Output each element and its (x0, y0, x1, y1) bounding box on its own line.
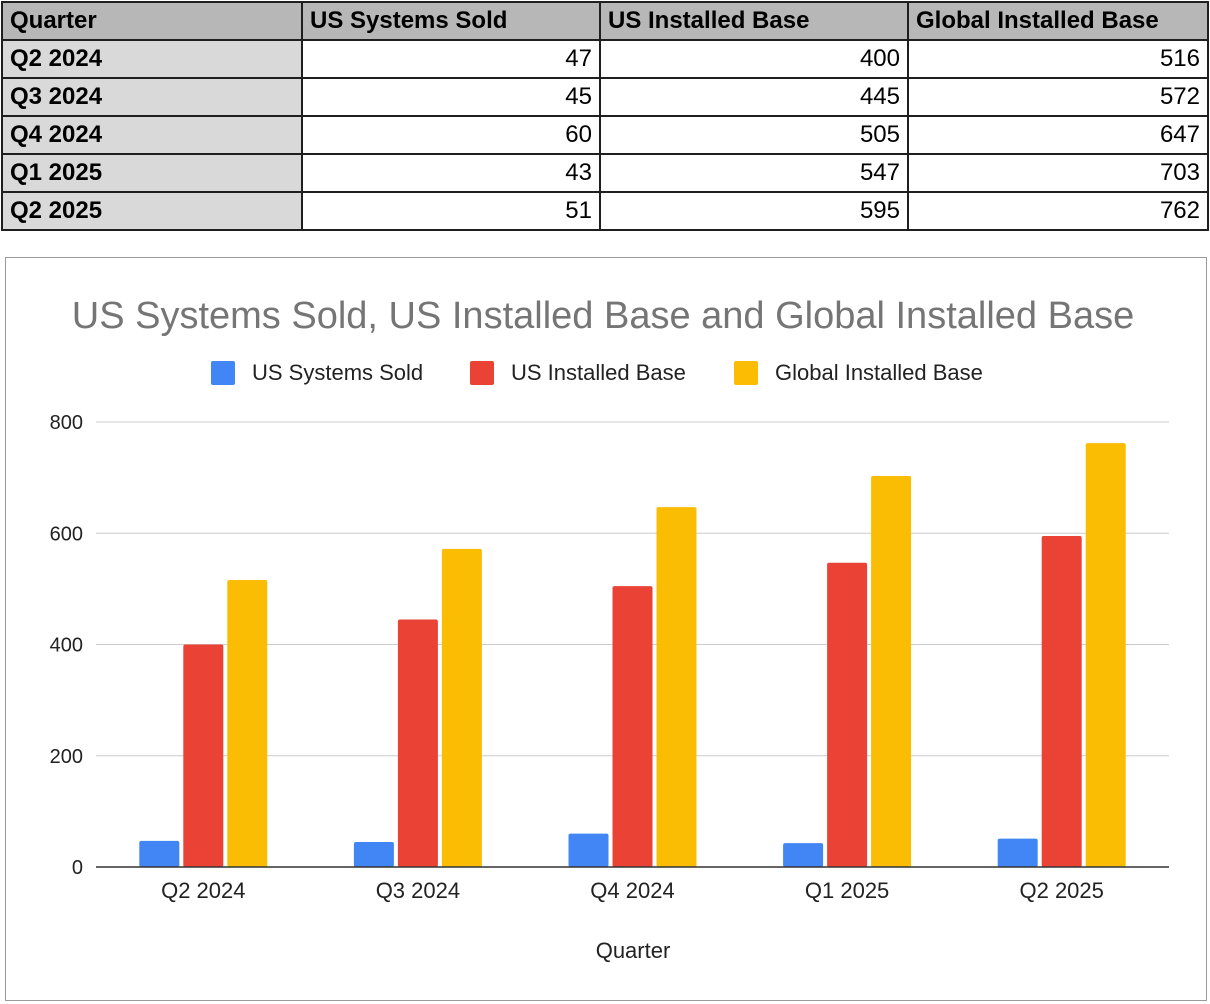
header-quarter[interactable]: Quarter (1, 1, 303, 41)
cell-us-installed-base[interactable]: 505 (599, 115, 909, 155)
cell-quarter[interactable]: Q2 2025 (1, 191, 303, 231)
cell-us-installed-base[interactable]: 400 (599, 39, 909, 79)
bar-global-installed-base-q4-2024[interactable] (656, 507, 697, 867)
cell-us-installed-base[interactable]: 547 (599, 153, 909, 193)
bar-us-systems-sold-q2-2025[interactable] (997, 838, 1038, 867)
bars (96, 443, 1169, 868)
chart-container[interactable]: US Systems Sold, US Installed Base and G… (5, 257, 1207, 1001)
legend-label-global-installed-base[interactable]: Global Installed Base (775, 360, 983, 385)
table-row: Q2 2024 47 400 516 (1, 39, 1209, 79)
cell-quarter[interactable]: Q3 2024 (1, 77, 303, 117)
table-row: Q1 2025 43 547 703 (1, 153, 1209, 193)
y-tick-label: 600 (50, 523, 83, 545)
legend-swatch-us-installed-base (470, 361, 494, 385)
cell-global-installed-base[interactable]: 572 (907, 77, 1209, 117)
x-tick-label: Q1 2025 (805, 878, 889, 903)
header-global-installed-base[interactable]: Global Installed Base (907, 1, 1209, 41)
gridlines: 0 200 400 600 800 (50, 412, 1169, 879)
legend-label-us-installed-base[interactable]: US Installed Base (511, 360, 686, 385)
bar-us-installed-base-q4-2024[interactable] (612, 586, 653, 867)
cell-us-systems-sold[interactable]: 60 (301, 115, 601, 155)
y-tick-label: 200 (50, 746, 83, 768)
bar-us-installed-base-q2-2025[interactable] (1041, 536, 1082, 867)
cell-us-systems-sold[interactable]: 47 (301, 39, 601, 79)
bar-global-installed-base-q1-2025[interactable] (871, 475, 912, 867)
cell-global-installed-base[interactable]: 647 (907, 115, 1209, 155)
y-tick-label: 400 (50, 635, 83, 657)
y-tick-label: 0 (72, 857, 83, 879)
cell-us-systems-sold[interactable]: 51 (301, 191, 601, 231)
bar-us-installed-base-q2-2024[interactable] (183, 644, 224, 868)
cell-us-installed-base[interactable]: 445 (599, 77, 909, 117)
bar-global-installed-base-q3-2024[interactable] (441, 548, 482, 867)
cell-global-installed-base[interactable]: 703 (907, 153, 1209, 193)
header-us-installed-base[interactable]: US Installed Base (599, 1, 909, 41)
bar-us-systems-sold-q2-2024[interactable] (139, 840, 180, 867)
legend-swatch-us-systems-sold (211, 361, 235, 385)
table-header-row: Quarter US Systems Sold US Installed Bas… (1, 1, 1209, 41)
bar-global-installed-base-q2-2024[interactable] (227, 579, 268, 867)
bar-us-systems-sold-q3-2024[interactable] (353, 841, 394, 867)
x-axis-ticks: Q2 2024 Q3 2024 Q4 2024 Q1 2025 Q2 2025 (161, 878, 1104, 903)
cell-quarter[interactable]: Q2 2024 (1, 39, 303, 79)
cell-us-systems-sold[interactable]: 43 (301, 153, 601, 193)
bar-chart[interactable]: US Systems Sold, US Installed Base and G… (6, 258, 1206, 1000)
cell-quarter[interactable]: Q4 2024 (1, 115, 303, 155)
x-tick-label: Q3 2024 (376, 878, 460, 903)
cell-global-installed-base[interactable]: 516 (907, 39, 1209, 79)
table-row: Q2 2025 51 595 762 (1, 191, 1209, 231)
legend-label-us-systems-sold[interactable]: US Systems Sold (252, 360, 423, 385)
cell-global-installed-base[interactable]: 762 (907, 191, 1209, 231)
x-tick-label: Q2 2025 (1019, 878, 1103, 903)
cell-quarter[interactable]: Q1 2025 (1, 153, 303, 193)
x-tick-label: Q2 2024 (161, 878, 245, 903)
bar-global-installed-base-q2-2025[interactable] (1085, 443, 1126, 867)
bar-us-installed-base-q3-2024[interactable] (397, 619, 438, 867)
legend-swatch-global-installed-base (734, 361, 758, 385)
bar-us-installed-base-q1-2025[interactable] (827, 562, 868, 867)
y-tick-label: 800 (50, 412, 83, 434)
data-table: Quarter US Systems Sold US Installed Bas… (1, 1, 1209, 231)
table-row: Q3 2024 45 445 572 (1, 77, 1209, 117)
cell-us-systems-sold[interactable]: 45 (301, 77, 601, 117)
header-us-systems-sold[interactable]: US Systems Sold (301, 1, 601, 41)
bar-us-systems-sold-q1-2025[interactable] (783, 843, 824, 867)
x-axis-label: Quarter (596, 938, 671, 963)
chart-legend[interactable]: US Systems Sold US Installed Base Global I… (211, 360, 983, 385)
bar-us-systems-sold-q4-2024[interactable] (568, 833, 609, 867)
x-tick-label: Q4 2024 (590, 878, 674, 903)
chart-title: US Systems Sold, US Installed Base and G… (72, 295, 1134, 337)
table-row: Q4 2024 60 505 647 (1, 115, 1209, 155)
cell-us-installed-base[interactable]: 595 (599, 191, 909, 231)
